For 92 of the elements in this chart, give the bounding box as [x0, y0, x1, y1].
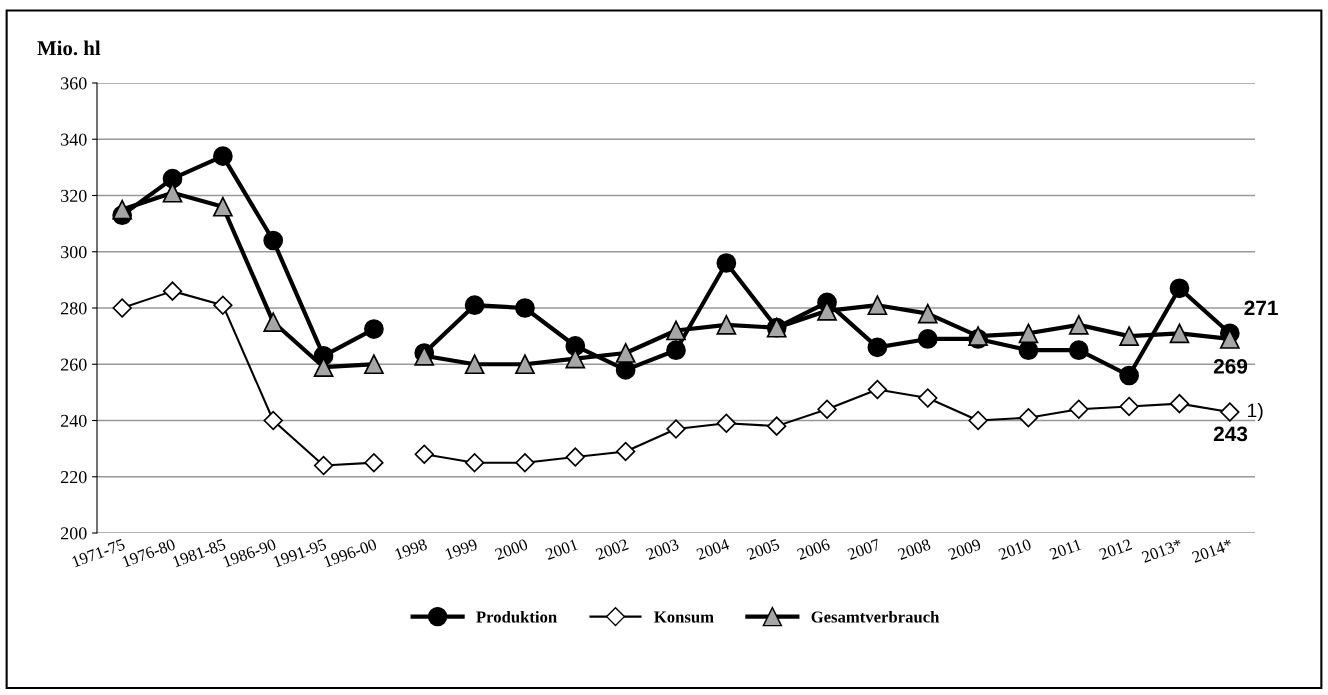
point [666, 419, 686, 439]
annotation: 269 [1213, 358, 1248, 374]
point [263, 230, 284, 251]
x-tick-label: 2010 [997, 538, 1032, 561]
point [817, 399, 837, 419]
point [1068, 315, 1089, 335]
point [1069, 399, 1089, 419]
point [1169, 278, 1190, 299]
point [565, 447, 585, 467]
point [515, 453, 535, 473]
point [1119, 326, 1139, 346]
point [364, 453, 384, 473]
point [867, 337, 888, 358]
point [615, 360, 636, 380]
point [716, 413, 737, 433]
x-tick-label: 2009 [947, 538, 982, 561]
annotation: 243 [1213, 426, 1248, 442]
point [1018, 408, 1039, 428]
y-tick-label: 240 [60, 414, 87, 427]
point [515, 354, 535, 375]
point [313, 357, 334, 377]
point [313, 455, 334, 476]
point [364, 354, 384, 375]
x-tick-label: 2013* [1141, 538, 1183, 563]
point [1169, 393, 1190, 414]
point [162, 281, 183, 301]
annotation: 1) [1247, 403, 1263, 422]
point [666, 320, 686, 341]
point [1018, 323, 1039, 344]
point [162, 182, 183, 203]
point [1119, 365, 1139, 386]
y-tick-label: 300 [61, 246, 87, 259]
point [515, 298, 535, 318]
x-tick-label: 1999 [444, 538, 478, 560]
point [716, 253, 737, 273]
legend-label: Produktion [476, 610, 557, 623]
point [917, 329, 938, 349]
point [615, 441, 636, 462]
x-tick-label: 2003 [645, 538, 680, 561]
y-axis-title: Mio. hl [37, 40, 101, 56]
point [867, 379, 888, 400]
point [364, 319, 384, 339]
y-tick-label: 360 [61, 77, 87, 90]
x-tick-label: 2012 [1098, 538, 1133, 561]
point [1068, 340, 1089, 361]
point [1219, 329, 1240, 349]
point [263, 312, 284, 332]
x-tick-label: 2011 [1048, 538, 1082, 560]
y-tick-label: 280 [60, 302, 87, 315]
point [917, 303, 938, 324]
point [162, 168, 183, 189]
point [565, 348, 586, 369]
x-tick-label: 2007 [846, 538, 881, 561]
x-tick-label: 1998 [394, 538, 428, 560]
point [767, 416, 787, 436]
y-tick-label: 220 [60, 471, 87, 484]
y-tick-label: 260 [60, 358, 87, 371]
x-tick-label: 2008 [897, 538, 932, 561]
point [968, 410, 988, 431]
point [112, 199, 133, 220]
point [1119, 396, 1139, 417]
point [1018, 340, 1039, 361]
legend-label: Gesamtverbrauch [811, 610, 940, 623]
point [213, 146, 233, 166]
point [213, 295, 233, 315]
annotation: 271 [1244, 300, 1278, 316]
point [112, 298, 132, 318]
point [464, 354, 485, 375]
point [464, 295, 485, 316]
point [1169, 323, 1190, 344]
x-tick-label: 2005 [746, 538, 781, 561]
legend-label: Konsum [654, 611, 714, 623]
point [213, 196, 233, 217]
point [263, 410, 283, 431]
point [414, 444, 434, 464]
point [716, 315, 737, 335]
y-tick-label: 200 [60, 527, 87, 540]
y-tick-label: 340 [61, 133, 87, 146]
point [666, 340, 686, 361]
x-tick-label: 2001 [544, 538, 579, 561]
x-tick-label: 2004 [695, 538, 731, 561]
point [867, 295, 888, 316]
x-tick-label: 2002 [595, 538, 629, 561]
x-tick-label: 1996-00 [323, 538, 378, 568]
y-tick-label: 320 [61, 189, 87, 202]
point [918, 388, 938, 408]
x-tick-label: 2014* [1191, 538, 1234, 563]
x-tick-label: 2006 [796, 538, 831, 561]
x-tick-label: 2000 [494, 538, 529, 561]
point [615, 343, 636, 363]
point [464, 453, 485, 473]
point [1220, 402, 1240, 422]
